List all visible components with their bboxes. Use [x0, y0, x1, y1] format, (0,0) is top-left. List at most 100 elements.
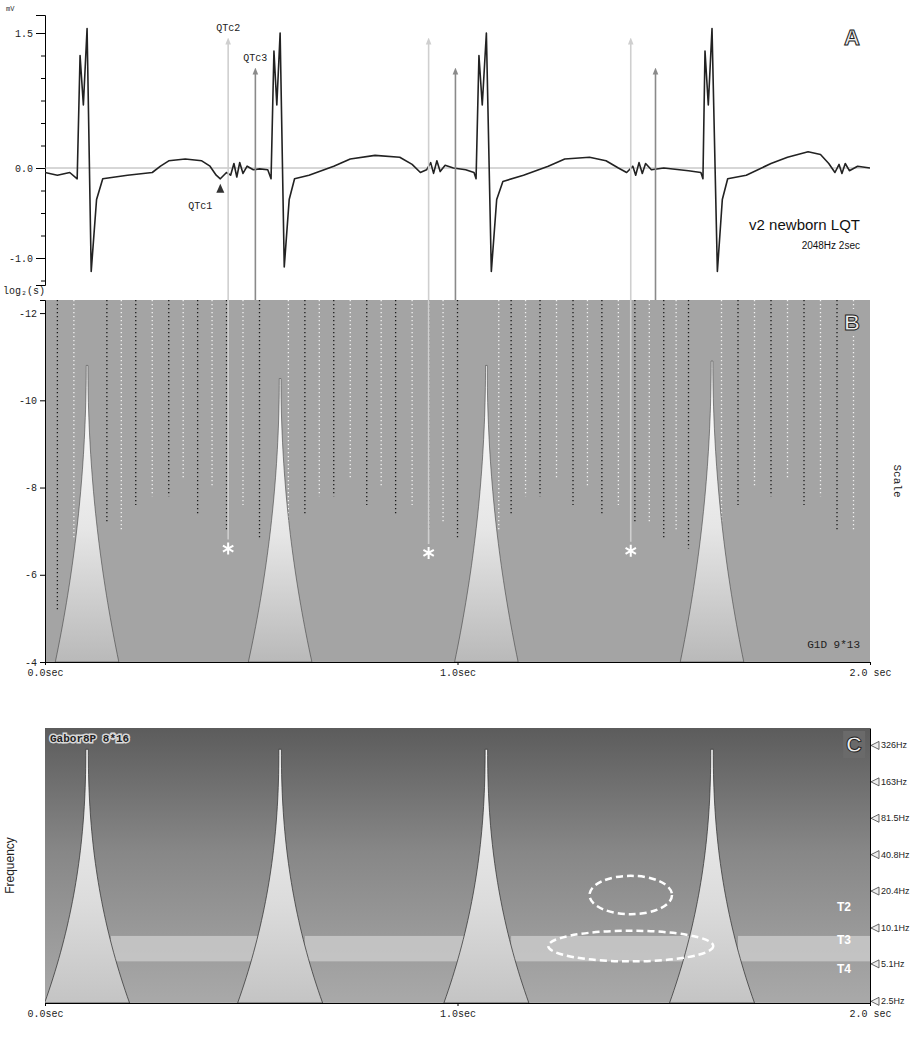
y-axis-tick-label: 40.8Hz [881, 850, 910, 860]
minor-tick [41, 101, 45, 102]
panel-letter: B [844, 310, 860, 335]
y-axis-tick-mark [40, 662, 45, 663]
y-axis-tick: 2.5Hz [870, 996, 905, 1006]
minor-tick [41, 56, 45, 57]
maxima-line [152, 300, 153, 496]
y-axis-tick-label: -12 [19, 309, 37, 320]
cone [455, 365, 519, 662]
maxima-line [737, 300, 738, 505]
asterisk-marker [423, 547, 433, 559]
minor-tick-mark [41, 101, 45, 102]
qtc-arrow [227, 41, 229, 540]
subtitle: 2048Hz 2sec [802, 240, 860, 251]
maxima-line [663, 300, 664, 540]
band [511, 936, 705, 961]
x-axis-tick-label: 2.0 sec [849, 668, 891, 679]
y-axis-tick-label: 10.1Hz [881, 923, 910, 933]
minor-tick [41, 123, 45, 124]
x-axis-tick: 0.0sec [27, 662, 63, 679]
maxima-line [688, 300, 689, 549]
letter-patch [843, 731, 865, 758]
y-axis-title: log₂(s) [3, 286, 45, 297]
minor-tick [41, 146, 45, 147]
y-axis-tick-mark [36, 168, 45, 169]
annotation-caret [216, 184, 224, 193]
minor-tick-mark [41, 146, 45, 147]
x-axis-tick-mark [45, 1003, 46, 1006]
y-axis-tick-mark [40, 313, 45, 314]
maxima-line [787, 300, 788, 479]
maxima-line [510, 300, 511, 514]
maxima-line [754, 300, 755, 488]
tick-triangle [871, 887, 879, 895]
panel-letter-group: B [841, 309, 863, 336]
x-axis-tick-mark [870, 1003, 871, 1006]
maxima-line [556, 300, 557, 479]
qtc-arrows [228, 41, 655, 544]
minor-tick-mark [41, 123, 45, 124]
maxima-line [121, 300, 122, 531]
band [305, 936, 482, 961]
qtc-arrow [630, 41, 632, 542]
x-axis-tick: 2.0 sec [849, 1003, 891, 1020]
panel-letter-group: A [844, 25, 860, 50]
x-axis-tick-label: 1.0sec [440, 1009, 476, 1020]
y-axis-tick: 20.4Hz [870, 886, 910, 896]
annotation-label: QTc1 [188, 201, 212, 212]
x-axis-tick-label: 2.0 sec [849, 1009, 891, 1020]
panel-letter: C [846, 732, 862, 757]
asterisk-marker [626, 545, 636, 557]
figure: 1.50.0-1.0mVQTc1v2 newborn LQT2048Hz 2se… [0, 0, 920, 1051]
maxima-line [183, 300, 184, 479]
minor-tick [41, 236, 45, 237]
asterisk-marker [223, 543, 233, 555]
y-axis-tick: 326Hz [870, 740, 908, 750]
y-axis-tick-label: 81.5Hz [881, 813, 910, 823]
maxima-line [457, 300, 458, 540]
maxima-line [57, 300, 58, 610]
y-axis-tick: 5.1Hz [870, 959, 905, 969]
y-axis-tick: 40.8Hz [870, 850, 910, 860]
method-label: Gabor8P 8*16 [50, 733, 129, 745]
qtc-arrow [455, 71, 457, 300]
y-axis: 1.50.0-1.0 [9, 16, 46, 286]
x-axis-tick: 2.0 sec [849, 662, 891, 679]
y-axis-tick: 163Hz [870, 777, 908, 787]
minor-tick [41, 213, 45, 214]
panel-letter-group: C [843, 731, 865, 758]
tick-triangle [871, 778, 879, 786]
minor-tick [41, 281, 45, 282]
minor-tick [41, 78, 45, 79]
tick-triangle [871, 851, 879, 859]
y-axis-tick: -1.0 [9, 254, 45, 265]
qtc-label: QTc2 [216, 23, 240, 34]
x-axis-line [46, 1004, 871, 1007]
x-axis-tick-label: 1.0sec [440, 668, 476, 679]
minor-tick-mark [41, 191, 45, 192]
maxima-line [350, 300, 351, 479]
maxima-line [539, 300, 540, 496]
x-axis-tick-mark [458, 1003, 459, 1006]
x-axis-tick-mark [45, 662, 46, 665]
y-axis-tick-label: 5.1Hz [881, 959, 905, 969]
cone [248, 379, 312, 662]
cone [238, 749, 323, 1003]
maxima-line [73, 300, 74, 540]
maxima-line [259, 300, 260, 540]
panel-letter: A [844, 25, 860, 50]
y-axis-tick-label: 2.5Hz [881, 996, 905, 1006]
x-axis-tick-label: 0.0sec [27, 1009, 63, 1020]
maxima-line [304, 300, 305, 514]
y-axis-line [40, 301, 46, 663]
y-axis-tick-mark [36, 33, 45, 34]
y-axis-tick: 0.0 [15, 164, 45, 175]
dashed-ellipse [548, 931, 713, 962]
x-axis-tick-label: 0.0sec [27, 668, 63, 679]
cone [444, 749, 529, 1003]
band [111, 936, 276, 961]
maxima-line [381, 300, 382, 488]
maxima-line [395, 300, 396, 514]
y-axis-tick-label: -10 [19, 396, 37, 407]
x-axis-tick-mark [458, 662, 459, 665]
band-label: T3 [837, 933, 851, 947]
